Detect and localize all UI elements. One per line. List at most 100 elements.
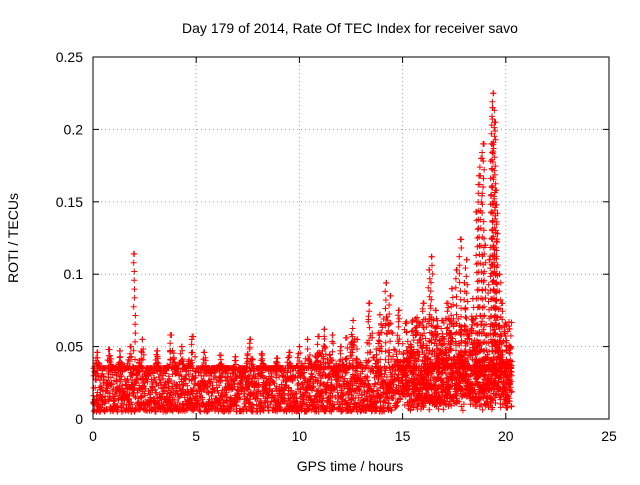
data-point xyxy=(162,381,169,388)
data-point xyxy=(324,379,331,386)
data-point xyxy=(213,404,220,411)
data-point xyxy=(250,402,257,409)
data-point xyxy=(210,385,217,392)
data-point xyxy=(349,382,356,389)
data-point xyxy=(152,386,159,393)
data-point xyxy=(190,385,197,392)
data-point xyxy=(251,375,258,381)
data-point xyxy=(280,394,287,401)
data-point xyxy=(165,378,172,385)
data-point xyxy=(381,408,388,415)
data-point xyxy=(407,407,414,414)
data-point xyxy=(456,398,463,405)
data-point xyxy=(395,372,402,378)
data-point xyxy=(153,389,160,396)
data-point xyxy=(178,390,185,397)
data-point xyxy=(335,378,342,385)
data-point xyxy=(195,397,202,404)
data-point xyxy=(327,398,334,405)
data-point xyxy=(327,397,334,403)
data-point xyxy=(288,401,295,408)
data-point xyxy=(126,391,133,398)
data-point xyxy=(231,383,238,390)
data-point xyxy=(315,387,322,394)
data-point xyxy=(332,394,339,401)
data-point xyxy=(246,373,253,380)
data-point xyxy=(356,386,363,393)
y-tick-label: 0.15 xyxy=(56,194,83,210)
data-point xyxy=(184,382,191,389)
data-point xyxy=(420,404,427,411)
data-point xyxy=(162,370,169,377)
x-tick-label: 0 xyxy=(89,428,97,444)
data-point xyxy=(107,374,114,381)
data-point xyxy=(128,399,135,406)
data-point xyxy=(205,383,211,390)
y-tick-label: 0.2 xyxy=(64,121,84,137)
data-point xyxy=(388,407,395,414)
data-point xyxy=(372,380,379,387)
data-point xyxy=(171,397,178,403)
data-point xyxy=(304,389,311,396)
data-point xyxy=(131,393,138,400)
data-point xyxy=(309,387,316,394)
data-point xyxy=(130,385,137,392)
data-point xyxy=(103,406,110,412)
data-point xyxy=(394,399,401,406)
data-point xyxy=(187,395,194,402)
data-point xyxy=(169,383,176,390)
data-point xyxy=(187,391,193,398)
data-point xyxy=(453,392,460,399)
data-point xyxy=(118,373,125,379)
data-point xyxy=(278,381,285,388)
data-point xyxy=(410,404,417,411)
data-point xyxy=(216,382,223,389)
y-axis-label: ROTI / TECUs xyxy=(5,193,21,283)
data-point xyxy=(132,394,139,401)
data-point xyxy=(320,395,327,402)
data-point xyxy=(117,378,124,385)
data-point xyxy=(160,375,167,382)
data-point xyxy=(441,400,448,407)
data-point xyxy=(118,408,125,415)
data-point xyxy=(382,399,389,406)
data-point xyxy=(269,388,276,395)
data-point xyxy=(147,394,154,401)
data-point xyxy=(426,406,433,413)
data-point xyxy=(197,384,204,391)
data-point xyxy=(369,394,376,401)
data-point xyxy=(178,373,185,380)
data-point xyxy=(255,382,262,389)
data-point xyxy=(343,369,350,376)
data-point xyxy=(93,376,100,383)
data-point xyxy=(270,379,277,385)
y-tick-label: 0.1 xyxy=(64,266,84,282)
data-point xyxy=(370,389,377,395)
data-point xyxy=(240,390,247,397)
data-point xyxy=(124,376,131,383)
data-point xyxy=(156,376,163,383)
data-point xyxy=(387,406,394,413)
data-point xyxy=(97,383,104,390)
chart-title: Day 179 of 2014, Rate Of TEC Index for r… xyxy=(182,20,518,36)
data-point xyxy=(138,393,145,400)
x-axis-label: GPS time / hours xyxy=(297,458,404,474)
data-point xyxy=(102,398,109,405)
data-point xyxy=(383,374,390,380)
data-point xyxy=(309,373,316,380)
data-point xyxy=(440,406,447,413)
data-point xyxy=(176,372,183,379)
data-point xyxy=(142,392,149,399)
data-point xyxy=(155,374,162,380)
data-point xyxy=(329,392,336,399)
data-point xyxy=(285,384,292,391)
x-tick-label: 25 xyxy=(601,428,617,444)
data-point xyxy=(223,397,229,404)
data-point xyxy=(359,392,366,399)
data-point xyxy=(104,406,111,413)
data-point xyxy=(208,393,215,399)
data-points xyxy=(90,90,515,415)
y-tick-label: 0.25 xyxy=(56,49,83,65)
data-point xyxy=(410,397,417,404)
